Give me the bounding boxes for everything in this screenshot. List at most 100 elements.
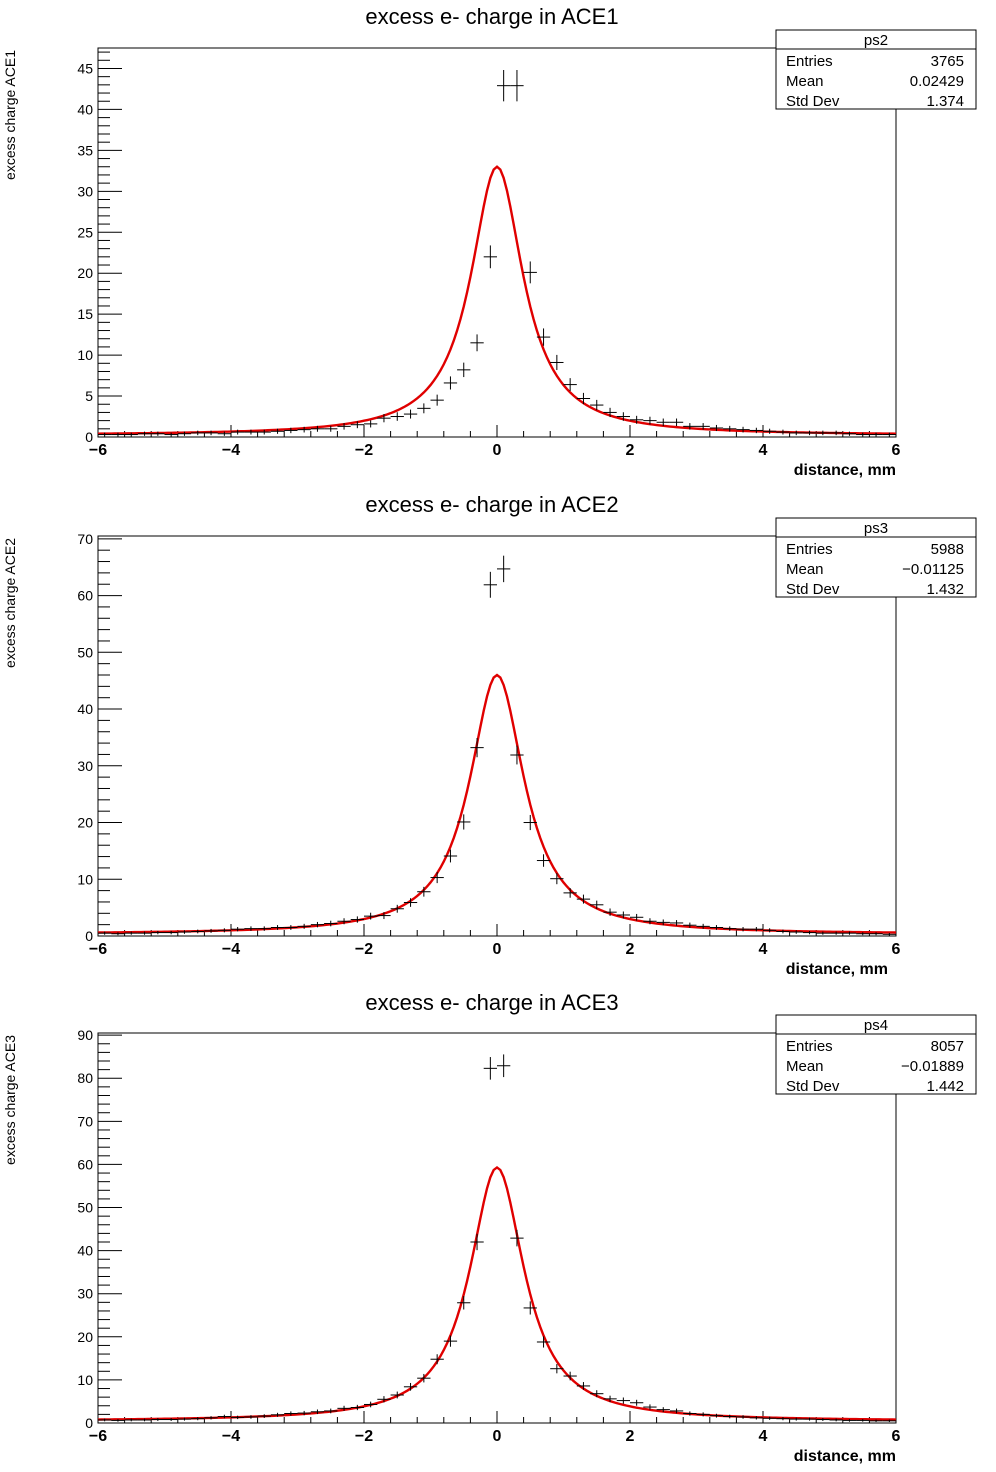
y-axis-label: excess charge ACE1 [2, 50, 18, 180]
x-tick-label: 0 [493, 442, 502, 459]
data-point [842, 931, 857, 935]
x-axis-label: distance, mm [786, 961, 888, 978]
data-point [337, 918, 351, 925]
data-point [603, 1395, 617, 1403]
data-point [590, 900, 604, 909]
data-point [403, 409, 418, 419]
data-point [377, 912, 391, 920]
stats-title: ps2 [864, 32, 888, 49]
y-tick-label: 0 [85, 928, 93, 944]
data-point [111, 1419, 125, 1422]
data-point [297, 426, 311, 433]
y-tick-label: 20 [77, 815, 93, 831]
y-tick-label: 0 [85, 1415, 93, 1431]
data-point [204, 928, 218, 933]
data-point [856, 932, 870, 936]
data-point [709, 424, 724, 432]
y-tick-label: 40 [77, 101, 93, 117]
data-point [536, 328, 551, 346]
data-point [377, 414, 391, 423]
stats-label: Std Dev [786, 93, 840, 110]
data-point [696, 423, 710, 430]
data-point [164, 930, 178, 935]
data-point [257, 429, 271, 435]
data-point [829, 430, 843, 436]
data-point [776, 929, 790, 934]
stats-value: −0.01889 [901, 1058, 964, 1075]
stats-label: Std Dev [786, 1078, 840, 1095]
data-point [749, 1416, 763, 1420]
data-point [536, 1336, 551, 1348]
data-point [124, 1418, 138, 1422]
data-point [244, 429, 258, 435]
data-point [829, 1418, 843, 1422]
y-tick-label: 10 [77, 347, 93, 363]
data-point [669, 1408, 684, 1414]
data-point [470, 1233, 484, 1251]
y-tick-label: 30 [77, 1286, 93, 1302]
data-point [763, 1416, 777, 1420]
x-tick-label: 2 [626, 442, 635, 459]
data-point [430, 872, 444, 884]
y-tick-label: 60 [77, 1156, 93, 1172]
data-point [523, 814, 537, 831]
data-point [882, 1419, 896, 1423]
data-point [683, 922, 697, 928]
y-tick-label: 10 [77, 871, 93, 887]
data-point [457, 814, 471, 830]
stats-value: 1.374 [926, 93, 964, 110]
data-point [310, 425, 325, 432]
data-point [616, 412, 630, 421]
y-tick-label: 35 [77, 142, 93, 158]
y-tick-label: 50 [77, 644, 93, 660]
data-point [523, 1301, 537, 1315]
y-tick-label: 60 [77, 588, 93, 604]
data-point [497, 69, 511, 102]
stats-value: 5988 [931, 541, 964, 558]
data-point [576, 894, 591, 904]
data-point [98, 931, 112, 935]
data-point [217, 431, 231, 436]
data-point [350, 421, 364, 429]
panel-ace2: excess e- charge in ACE2 excess charge AC… [0, 488, 996, 980]
stats-box: ps4 Entries 8057 Mean −0.01889 Std Dev 1.442 [775, 1014, 977, 1095]
x-tick-label: 4 [759, 1428, 768, 1445]
data-point [856, 1419, 870, 1422]
data-point [217, 1414, 231, 1419]
data-point [616, 911, 630, 919]
data-point [749, 926, 763, 932]
fit-curve [97, 165, 897, 435]
data-point [669, 920, 684, 926]
data-point [749, 427, 763, 434]
data-point [111, 932, 125, 936]
x-tick-label: 0 [493, 1428, 502, 1445]
data-point [284, 1411, 298, 1416]
data-point [390, 412, 404, 421]
data-point [310, 921, 325, 928]
y-tick-label: 90 [77, 1027, 93, 1043]
data-point [403, 898, 418, 907]
data-point [164, 1418, 178, 1421]
data-point [337, 423, 351, 430]
data-point [616, 1397, 630, 1404]
x-tick-label: −6 [89, 941, 107, 958]
data-point [550, 354, 564, 371]
data-point [497, 555, 511, 583]
data-point [550, 873, 564, 885]
data-point [470, 334, 484, 352]
data-point [350, 1404, 364, 1411]
data-point [882, 932, 896, 936]
data-point [603, 407, 617, 418]
data-point [536, 854, 551, 867]
stats-label: Mean [786, 73, 824, 90]
y-tick-label: 10 [77, 1372, 93, 1388]
stats-title: ps4 [864, 1017, 888, 1034]
data-point [244, 926, 258, 931]
y-tick-label: 45 [77, 60, 93, 76]
data-point [457, 362, 471, 378]
x-tick-label: −2 [355, 1428, 373, 1445]
y-tick-label: 40 [77, 701, 93, 717]
x-tick-label: 4 [759, 941, 768, 958]
stats-label: Entries [786, 53, 833, 70]
data-point [231, 926, 245, 932]
